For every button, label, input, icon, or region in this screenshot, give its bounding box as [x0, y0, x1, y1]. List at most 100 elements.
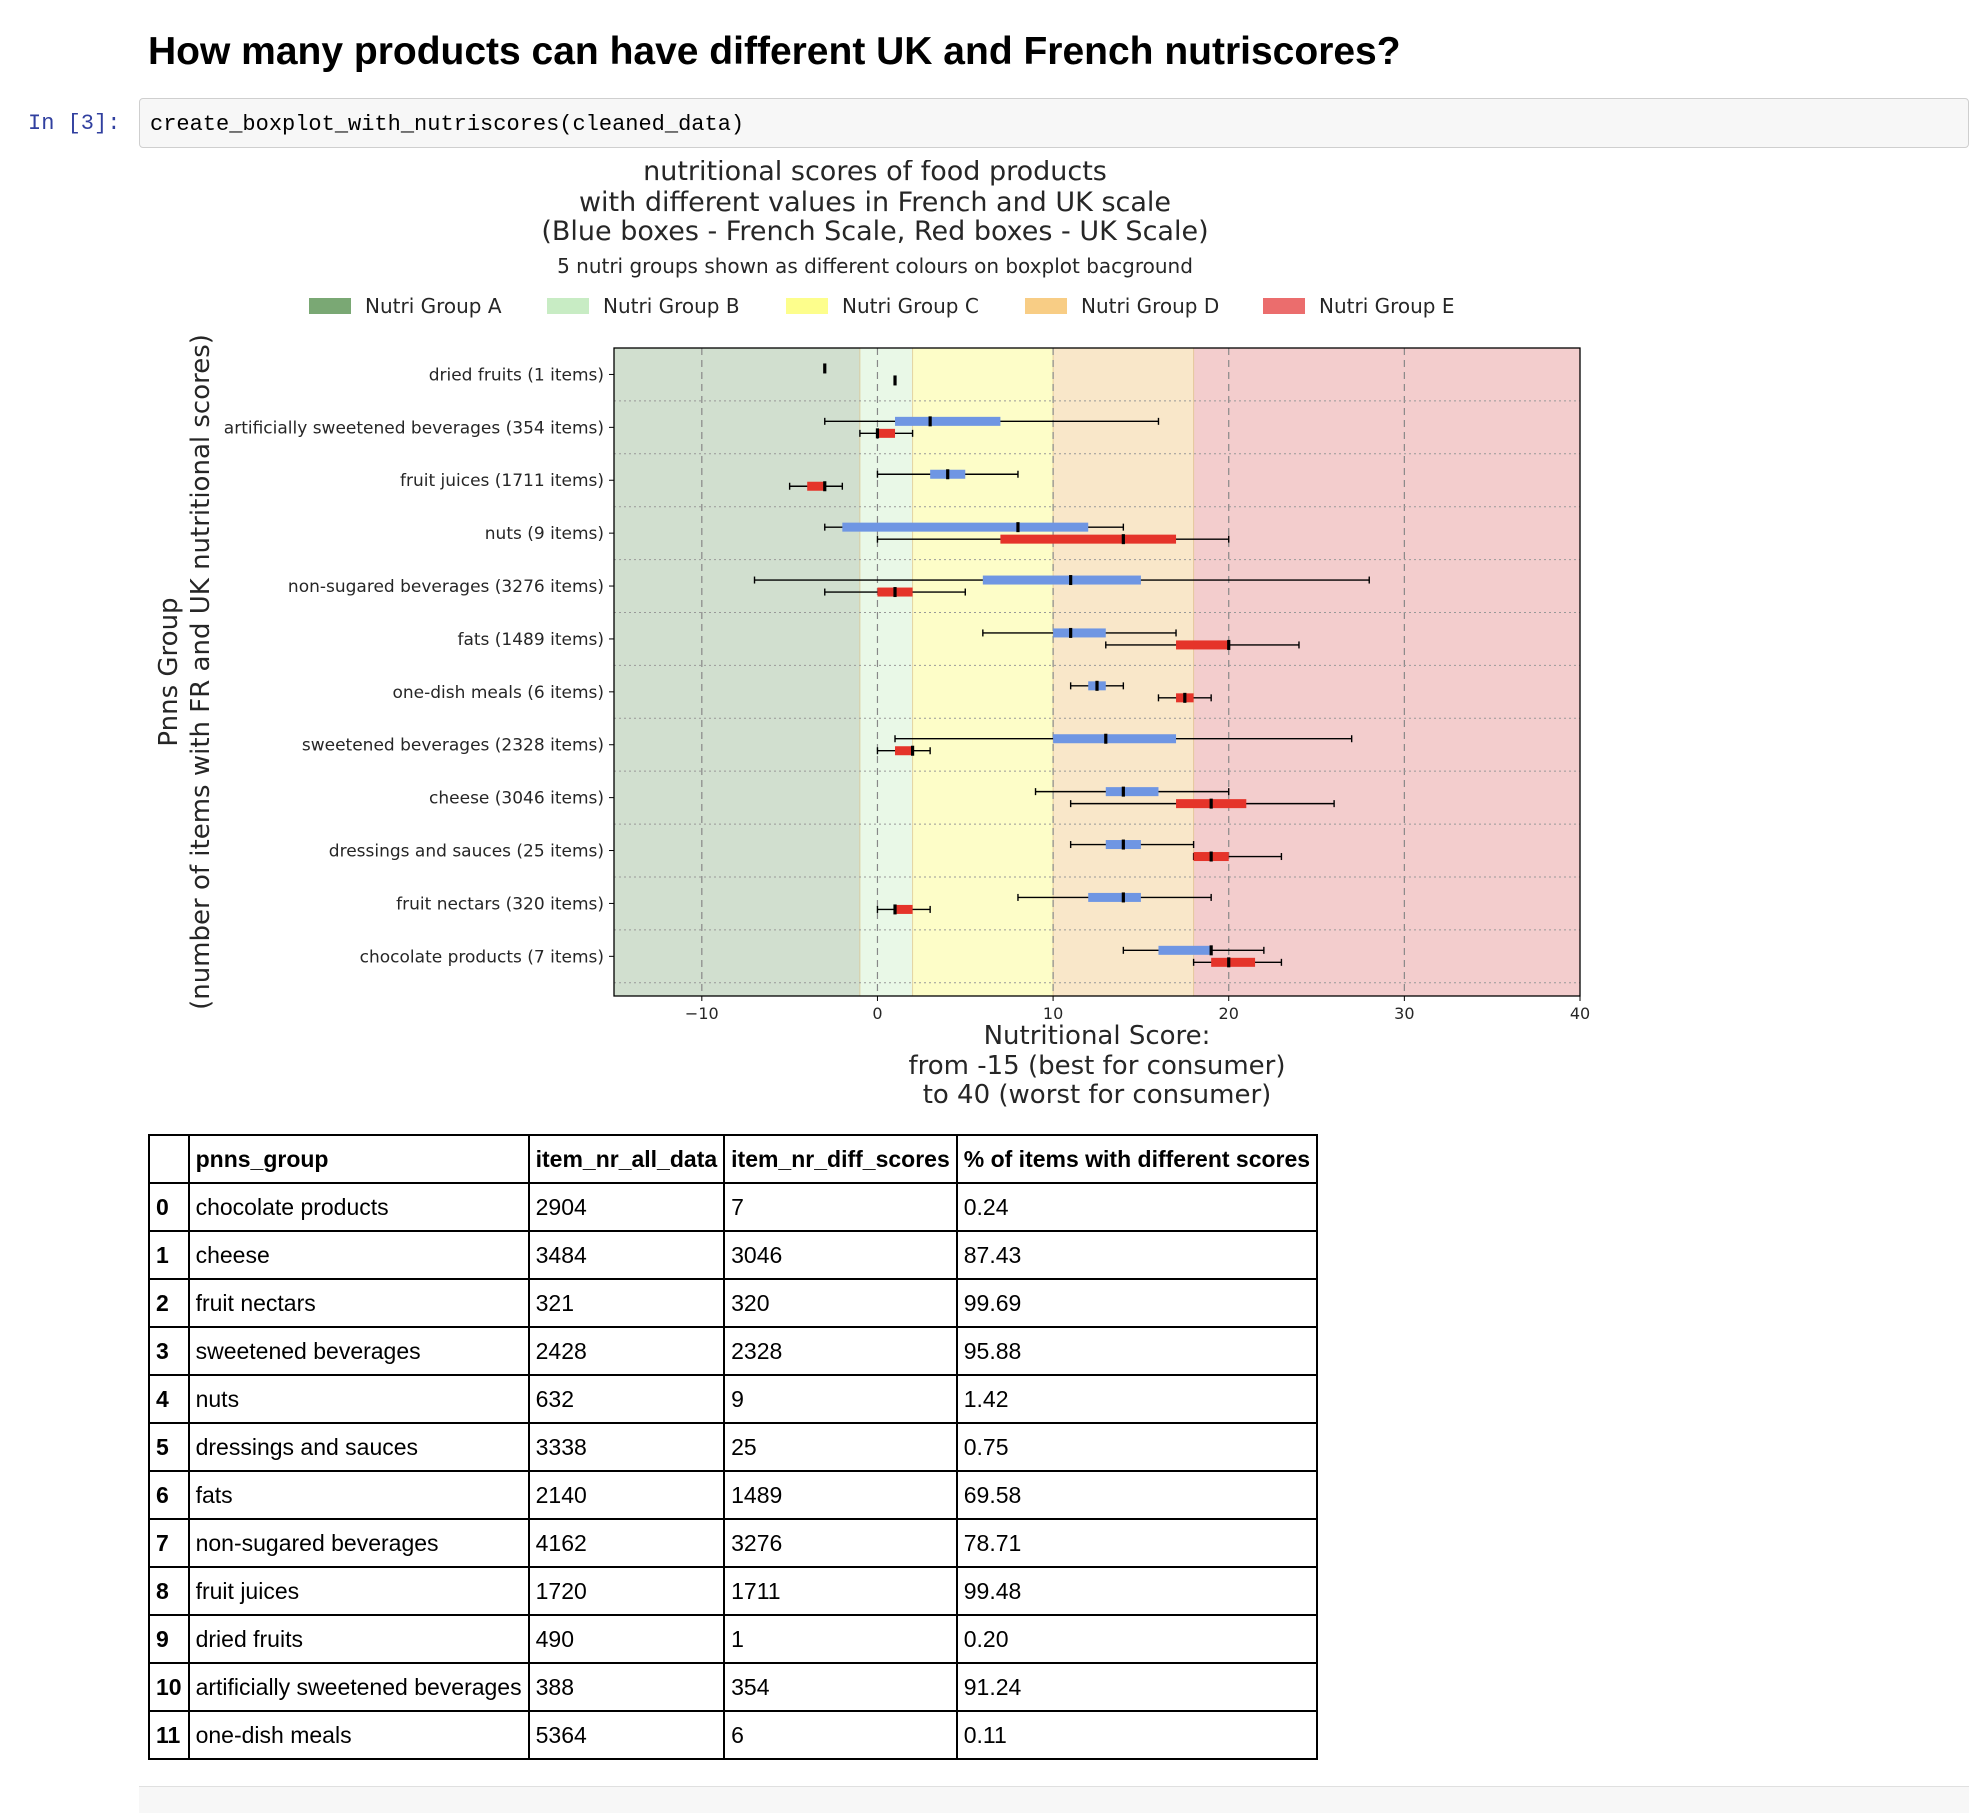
table-row: 6 fats 2140 1489 69.58 [148, 1470, 1319, 1520]
table-cell: 7 [723, 1182, 958, 1232]
table-cell: 632 [527, 1374, 726, 1424]
table-cell: 25 [723, 1422, 958, 1472]
table-cell: 95.88 [955, 1326, 1319, 1376]
box-median [893, 587, 897, 598]
table-header-cell: item_nr_diff_scores [723, 1134, 958, 1184]
table-cell: 3338 [527, 1422, 726, 1472]
table-cell: 3484 [527, 1230, 726, 1280]
box-iqr [895, 416, 1001, 426]
table-header-row: pnns_group item_nr_all_data item_nr_diff_s… [148, 1134, 1319, 1184]
table-cell: 91.24 [955, 1662, 1319, 1712]
box-uk [876, 904, 931, 915]
box-french [753, 575, 1370, 586]
row-index: 4 [148, 1374, 190, 1424]
box-uk [1192, 851, 1283, 862]
box-median [928, 416, 932, 427]
table-row: 10 artificially sweetened beverages 388 354… [148, 1662, 1319, 1712]
box-median [1016, 522, 1020, 533]
y-axis-label-line: Pnns Group [154, 597, 184, 746]
box-median [1121, 786, 1125, 797]
row-index: 3 [148, 1326, 190, 1376]
table-cell: 1711 [723, 1566, 958, 1616]
y-tick-label: artificially sweetened beverages (354 it… [224, 418, 604, 438]
box-french [824, 416, 1160, 427]
table-cell: fruit nectars [187, 1278, 530, 1328]
legend-label: Nutri Group C [842, 294, 979, 318]
y-tick-label: one-dish meals (6 items) [393, 683, 605, 703]
table-cell: chocolate products [187, 1182, 530, 1232]
row-index: 0 [148, 1182, 190, 1232]
code-text[interactable]: create_boxplot_with_nutriscores(cleaned_… [150, 112, 745, 137]
legend-swatch [1025, 298, 1067, 314]
table-cell: 2328 [723, 1326, 958, 1376]
box-median [823, 363, 827, 374]
table-cell: 490 [527, 1614, 726, 1664]
table-row: 5 dressings and sauces 3338 25 0.75 [148, 1422, 1319, 1472]
box-median [946, 469, 950, 480]
legend-item: Nutri Group C [786, 294, 979, 318]
output-dataframe: pnns_group item_nr_all_data item_nr_diff_s… [148, 1134, 1319, 1760]
table-header-cell: item_nr_all_data [527, 1134, 726, 1184]
box-median [1209, 798, 1213, 809]
x-tick-label: 0 [872, 1004, 882, 1023]
box-french [1122, 945, 1265, 956]
box-iqr [1158, 945, 1212, 955]
y-tick-label: fruit juices (1711 items) [400, 471, 604, 491]
table-cell: 69.58 [955, 1470, 1319, 1520]
row-index: 2 [148, 1278, 190, 1328]
box-french [1069, 680, 1125, 691]
next-cell-edge[interactable] [139, 1786, 1969, 1813]
table-cell: 1 [723, 1614, 958, 1664]
table-cell: 388 [527, 1662, 726, 1712]
box-french [824, 522, 1125, 533]
table-cell: dressings and sauces [187, 1422, 530, 1472]
box-median [1227, 957, 1231, 968]
box-french [1017, 892, 1212, 903]
box-uk [1157, 692, 1212, 703]
box-uk [876, 534, 1230, 545]
box-french [876, 469, 1019, 480]
box-french [1069, 839, 1195, 850]
y-tick-label: fats (1489 items) [457, 630, 604, 650]
table-row: 11 one-dish meals 5364 6 0.11 [148, 1710, 1319, 1760]
box-median [893, 904, 897, 915]
table-cell: 0.24 [955, 1182, 1319, 1232]
box-median [1209, 851, 1213, 862]
box-uk [1069, 798, 1335, 809]
x-axis-label-line: from -15 (best for consumer) [908, 1051, 1285, 1081]
box-iqr [895, 746, 913, 756]
table-cell: 354 [723, 1662, 958, 1712]
table-cell: 9 [723, 1374, 958, 1424]
x-tick-label: 30 [1394, 1004, 1414, 1023]
table-cell: 1489 [723, 1470, 958, 1520]
table-row: 4 nuts 632 9 1.42 [148, 1374, 1319, 1424]
box-median [1121, 839, 1125, 850]
table-cell: 1720 [527, 1566, 726, 1616]
box-french [982, 627, 1177, 638]
box-median [1095, 680, 1099, 691]
x-tick-label: −10 [685, 1004, 719, 1023]
table-cell: dried fruits [187, 1614, 530, 1664]
box-french [894, 733, 1353, 744]
box-median [875, 428, 880, 439]
box-uk [824, 587, 966, 598]
legend-item: Nutri Group E [1263, 294, 1455, 318]
table-row: 3 sweetened beverages 2428 2328 95.88 [148, 1326, 1319, 1376]
cell-heading: How many products can have different UK … [148, 30, 1401, 73]
table-cell: 321 [527, 1278, 726, 1328]
box-french [1034, 786, 1230, 797]
box-median [1227, 639, 1231, 650]
table-cell: 1.42 [955, 1374, 1319, 1424]
y-tick-label: chocolate products (7 items) [360, 947, 604, 967]
legend-swatch [309, 298, 351, 314]
table-cell: 4162 [527, 1518, 726, 1568]
box-iqr [842, 522, 1089, 532]
legend-swatch [547, 298, 589, 314]
table-cell: 5364 [527, 1710, 726, 1760]
box-iqr [807, 481, 825, 491]
code-input-cell[interactable]: create_boxplot_with_nutriscores(cleaned_… [139, 98, 1969, 148]
box-uk [1192, 957, 1283, 968]
box-iqr [877, 428, 896, 438]
table-cell: cheese [187, 1230, 530, 1280]
legend-swatch [1263, 298, 1305, 314]
